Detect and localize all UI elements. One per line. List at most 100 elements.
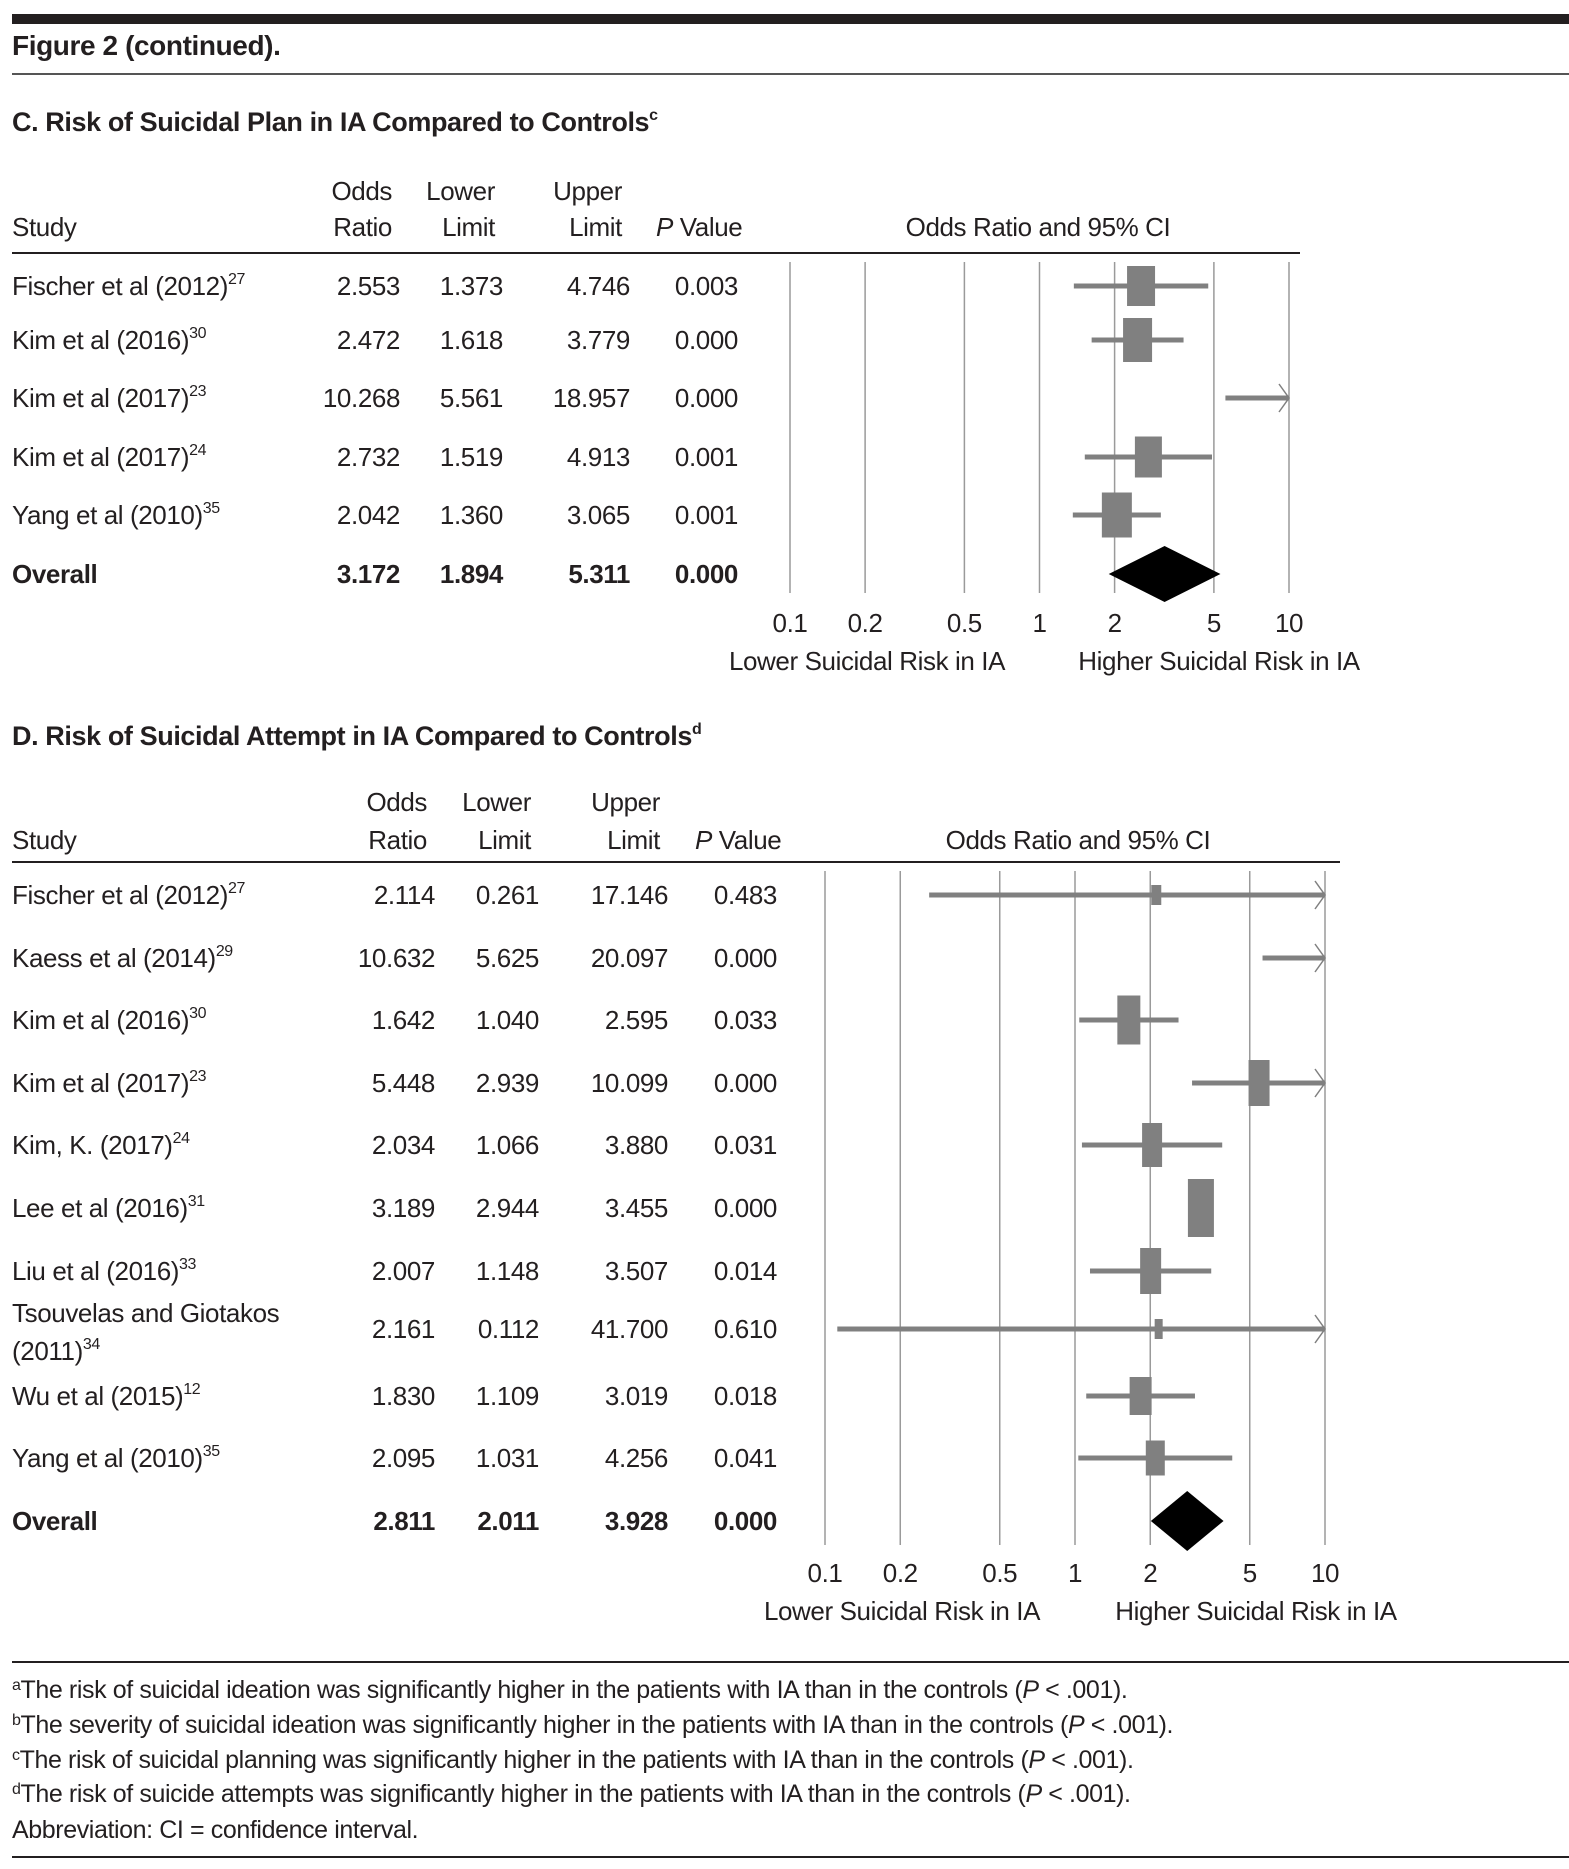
cell-p: 0.000: [674, 383, 738, 413]
cell-upper: 3.455: [604, 1193, 668, 1223]
study-reference: 29: [215, 943, 233, 960]
cell-lower: 1.373: [439, 271, 503, 301]
footnote-marker: d: [12, 1781, 21, 1798]
study-name: Wu et al (2015)12: [12, 1380, 201, 1412]
overall-lower: 1.894: [439, 559, 503, 589]
study-name-text: Yang et al (2010): [12, 500, 203, 530]
overall-diamond: [1108, 546, 1221, 602]
header-p-value: P Value: [695, 824, 782, 856]
panel-title-footnote-ref: c: [649, 107, 658, 124]
header-lower-line2: Limit: [442, 212, 495, 242]
study-name: Kim et al (2017)24: [12, 441, 207, 473]
overall-label: Overall: [12, 559, 98, 589]
cell-upper: 4.746: [566, 271, 630, 301]
study-name-text: Fischer et al (2012): [12, 271, 228, 301]
cell-lower: 5.625: [475, 943, 539, 973]
cell-upper: 41.700: [590, 1314, 669, 1344]
cell-lower: 1.066: [475, 1130, 539, 1160]
cell-lower: 0.261: [475, 880, 539, 910]
study-name-text: Kim et al (2016): [12, 325, 190, 355]
footnote-p: P: [1067, 1711, 1085, 1739]
study-name-text: Liu et al (2016): [12, 1256, 180, 1286]
footnote: dThe risk of suicide attempts was signif…: [12, 1778, 1131, 1810]
study-name-text: Yang et al (2010): [12, 1443, 203, 1473]
ci-arrow-icon: [1314, 1068, 1326, 1098]
footnote-p: P: [1028, 1746, 1045, 1774]
footnote: bThe severity of suicidal ideation was s…: [12, 1709, 1173, 1741]
cell-upper: 18.957: [552, 383, 631, 413]
cell-upper: 3.880: [604, 1130, 668, 1160]
cell-upper: 3.779: [566, 325, 630, 355]
cell-or: 2.114: [373, 880, 436, 910]
point-estimate-marker: [1129, 1377, 1152, 1415]
overall-or: 3.172: [336, 559, 400, 589]
study-name: Tsouvelas and Giotakos: [12, 1298, 280, 1328]
study-name: Yang et al (2010)35: [12, 1442, 220, 1474]
study-name: Fischer et al (2012)27: [12, 879, 245, 911]
cell-lower: 5.561: [439, 383, 503, 413]
x-tick-label: 0.2: [847, 608, 883, 638]
point-estimate-marker: [1151, 885, 1162, 905]
footnote-p: P: [1025, 1780, 1042, 1808]
study-name-text: Kim et al (2017): [12, 442, 190, 472]
study-name-text: Fischer et al (2012): [12, 880, 228, 910]
header-or-line2: Ratio: [333, 212, 392, 242]
header-p-italic: P: [656, 212, 673, 242]
cell-p: 0.001: [674, 500, 738, 530]
footnote-marker: a: [12, 1677, 21, 1694]
cell-or: 5.448: [371, 1068, 435, 1098]
cell-p: 0.014: [713, 1256, 777, 1286]
study-reference: 12: [183, 1381, 201, 1398]
cell-p: 0.031: [713, 1130, 777, 1160]
cell-lower: 2.944: [475, 1193, 539, 1223]
study-reference: 23: [189, 1068, 207, 1085]
study-name-text: Kaess et al (2014): [12, 943, 216, 973]
cell-or: 2.007: [371, 1256, 435, 1286]
overall-diamond: [1150, 1491, 1224, 1551]
study-name-text: Kim et al (2017): [12, 1068, 190, 1098]
overall-p: 0.000: [674, 559, 738, 589]
study-reference: 35: [202, 1443, 220, 1460]
cell-or: 2.095: [371, 1443, 435, 1473]
study-reference: 30: [189, 325, 207, 342]
point-estimate-marker: [1248, 1060, 1270, 1106]
cell-p: 0.000: [713, 943, 777, 973]
cell-lower: 2.939: [475, 1068, 539, 1098]
axis-right-label: Higher Suicidal Risk in IA: [1115, 1596, 1397, 1626]
header-upper-line1: Upper: [553, 176, 622, 206]
cell-upper: 4.256: [604, 1443, 668, 1473]
point-estimate-marker: [1187, 1179, 1214, 1237]
header-rule: [12, 861, 1340, 863]
header-or-line1: Odds: [366, 787, 427, 817]
cell-p: 0.000: [674, 325, 738, 355]
x-tick-label: 0.2: [882, 1558, 918, 1588]
cell-p: 0.610: [713, 1314, 777, 1344]
header-p-italic: P: [695, 825, 712, 855]
footnote-rule: [12, 1661, 1569, 1663]
panel-title: C. Risk of Suicidal Plan in IA Compared …: [12, 106, 658, 138]
cell-lower: 0.112: [477, 1314, 540, 1344]
cell-upper: 20.097: [590, 943, 669, 973]
x-tick-label: 0.5: [982, 1558, 1018, 1588]
x-tick-label: 2: [1107, 608, 1122, 638]
panel-title-text: D. Risk of Suicidal Attempt in IA Compar…: [12, 721, 692, 751]
header-study: Study: [12, 212, 77, 242]
header-or-line2: Ratio: [368, 825, 427, 855]
overall-upper: 3.928: [604, 1506, 668, 1536]
header-study: Study: [12, 825, 77, 855]
figure-title: Figure 2 (continued).: [12, 30, 281, 61]
study-name: Kim et al (2016)30: [12, 324, 207, 356]
header-or-line1: Odds: [331, 176, 392, 206]
point-estimate-marker: [1134, 436, 1162, 478]
study-reference: 35: [202, 500, 220, 517]
axis-left-label: Lower Suicidal Risk in IA: [763, 1596, 1041, 1626]
header-lower-line2: Limit: [478, 825, 531, 855]
point-estimate-marker: [1154, 1319, 1163, 1339]
cell-p: 0.483: [713, 880, 777, 910]
x-tick-label: 10: [1310, 1558, 1340, 1588]
study-name: Kim et al (2017)23: [12, 1067, 207, 1099]
header-upper-line2: Limit: [569, 212, 622, 242]
footnote: cThe risk of suicidal planning was signi…: [12, 1744, 1134, 1776]
point-estimate-marker: [1140, 1248, 1162, 1294]
x-tick-label: 1: [1067, 1558, 1083, 1588]
